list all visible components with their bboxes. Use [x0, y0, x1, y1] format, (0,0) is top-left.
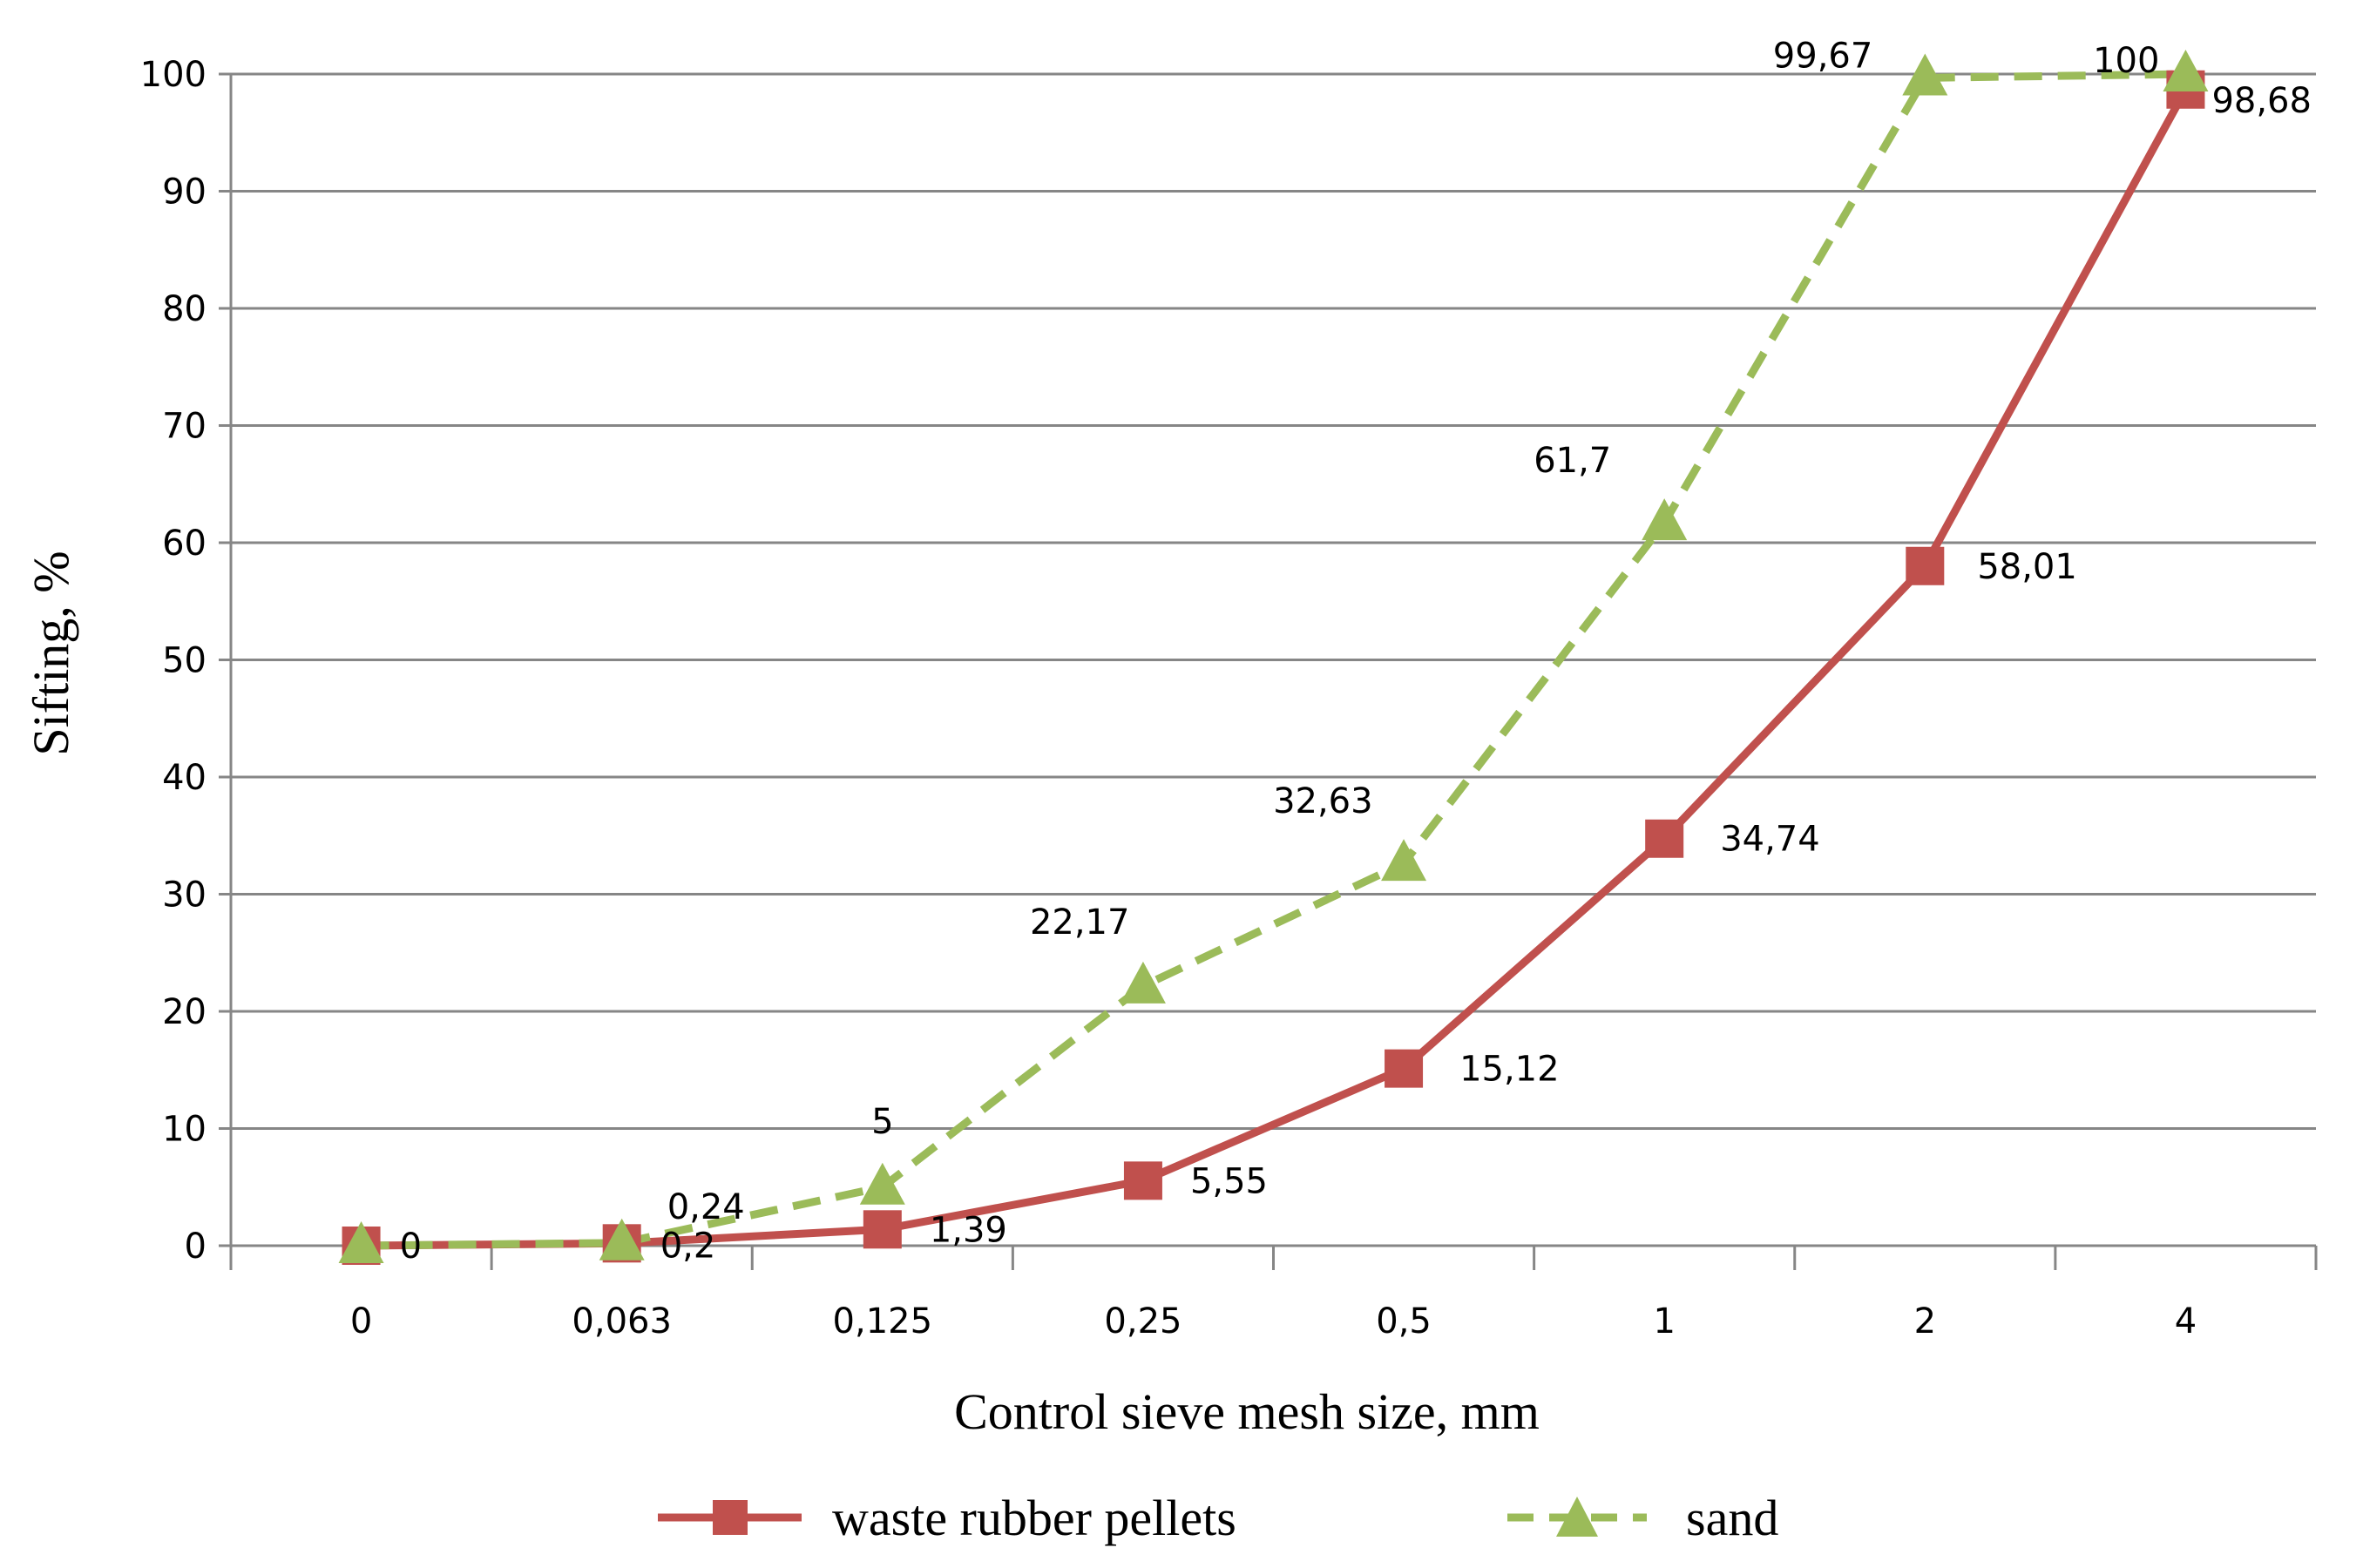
x-tick-label: 0,063 — [572, 1301, 672, 1342]
data-label: 5,55 — [1190, 1161, 1268, 1201]
series-markers — [338, 50, 2209, 1265]
legend-label-waste-rubber: waste rubber pellets — [832, 1490, 1236, 1546]
data-label: 5 — [871, 1102, 893, 1142]
legend-item-sand: sand — [1507, 1490, 1778, 1546]
x-tick-label: 0 — [350, 1301, 372, 1342]
y-tick-label: 0 — [185, 1227, 207, 1267]
data-label: 98,68 — [2211, 81, 2312, 121]
legend-item-waste-rubber: waste rubber pellets — [658, 1490, 1236, 1546]
y-tick-label: 10 — [162, 1110, 207, 1150]
point-marker — [599, 1218, 645, 1260]
point-marker — [338, 1221, 384, 1263]
point-marker — [1645, 819, 1684, 858]
data-label: 61,7 — [1534, 441, 1611, 481]
x-tick-label: 2 — [1914, 1301, 1936, 1342]
data-labels: 0 0,2 1,39 5,55 15,12 34,74 58,01 98,68 0,24 5 22,… — [400, 36, 2312, 1267]
legend-marker-waste-rubber — [713, 1500, 748, 1535]
data-label: 99,67 — [1773, 36, 1873, 76]
y-tick-label: 30 — [162, 875, 207, 916]
y-tick-label: 20 — [162, 992, 207, 1032]
y-tick-label: 70 — [162, 407, 207, 447]
point-marker — [1902, 53, 1948, 96]
x-axis-title: Control sieve mesh size, mm — [954, 1383, 1540, 1440]
legend-label-sand: sand — [1686, 1490, 1778, 1546]
point-marker — [1123, 1161, 1162, 1200]
point-marker — [1381, 839, 1427, 882]
y-tick-labels: 0 10 20 30 40 50 60 70 80 90 100 — [140, 55, 207, 1267]
legend-marker-sand — [1556, 1497, 1598, 1537]
y-tick-label: 50 — [162, 641, 207, 681]
x-tick-labels: 0 0,063 0,125 0,25 0,5 1 2 4 — [350, 1301, 2197, 1342]
data-label: 1,39 — [930, 1210, 1007, 1250]
y-axis-title: Sifting, % — [23, 551, 79, 755]
gridlines — [219, 72, 2318, 1270]
series-line-0 — [361, 87, 2190, 1250]
y-tick-label: 100 — [140, 55, 207, 95]
point-marker — [863, 1210, 902, 1249]
point-marker — [1906, 546, 1945, 585]
data-label: 0,24 — [667, 1187, 745, 1227]
x-tick-label: 0,25 — [1104, 1301, 1182, 1342]
data-label: 0 — [400, 1227, 422, 1267]
data-label: 15,12 — [1459, 1050, 1560, 1090]
data-label: 0,2 — [660, 1226, 716, 1266]
data-label: 34,74 — [1720, 820, 1820, 860]
y-tick-label: 60 — [162, 524, 207, 564]
x-tick-label: 4 — [2175, 1301, 2197, 1342]
point-marker — [2163, 50, 2209, 91]
x-tick-label: 0,125 — [833, 1301, 933, 1342]
data-label: 32,63 — [1273, 781, 1373, 821]
y-tick-label: 80 — [162, 289, 207, 329]
y-tick-label: 90 — [162, 172, 207, 213]
x-tick-label: 0,5 — [1376, 1301, 1432, 1342]
point-marker — [859, 1162, 905, 1205]
series-line-1 — [361, 70, 2186, 1250]
point-marker — [1385, 1049, 1424, 1088]
y-tick-label: 40 — [162, 758, 207, 798]
data-label: 58,01 — [1977, 547, 2077, 587]
legend: waste rubber pellets sand — [658, 1490, 1778, 1546]
x-tick-label: 1 — [1653, 1301, 1675, 1342]
series-lines — [361, 70, 2190, 1250]
data-label: 22,17 — [1030, 902, 1130, 943]
point-marker — [1120, 961, 1166, 1004]
data-label: 100 — [2093, 41, 2159, 81]
point-marker — [1642, 498, 1688, 541]
